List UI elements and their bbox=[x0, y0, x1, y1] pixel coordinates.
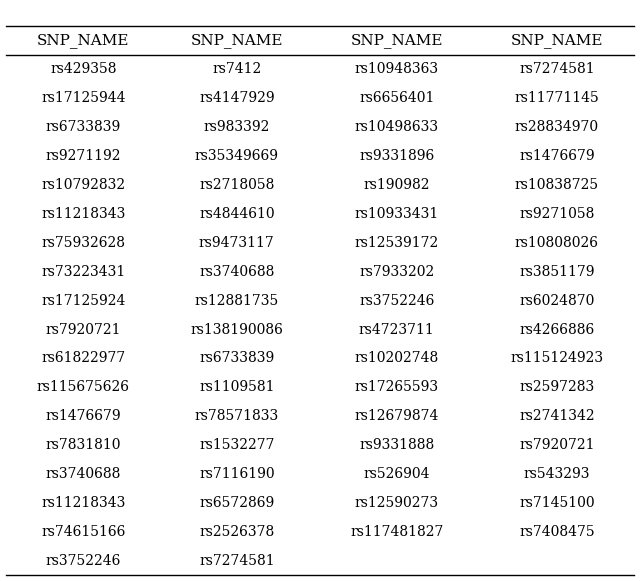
Text: rs10948363: rs10948363 bbox=[355, 63, 439, 77]
Text: rs10202748: rs10202748 bbox=[355, 352, 439, 365]
Text: rs9271192: rs9271192 bbox=[45, 149, 121, 163]
Text: rs11218343: rs11218343 bbox=[41, 207, 125, 221]
Text: rs983392: rs983392 bbox=[204, 120, 270, 134]
Text: rs11771145: rs11771145 bbox=[515, 91, 599, 105]
Text: rs7412: rs7412 bbox=[212, 63, 261, 77]
Text: SNP_NAME: SNP_NAME bbox=[351, 33, 443, 48]
Text: rs35349669: rs35349669 bbox=[195, 149, 279, 163]
Text: rs11218343: rs11218343 bbox=[41, 496, 125, 510]
Text: rs117481827: rs117481827 bbox=[350, 525, 444, 539]
Text: rs190982: rs190982 bbox=[364, 178, 430, 192]
Text: rs3740688: rs3740688 bbox=[45, 467, 121, 481]
Text: rs75932628: rs75932628 bbox=[41, 236, 125, 250]
Text: rs429358: rs429358 bbox=[50, 63, 116, 77]
Text: rs61822977: rs61822977 bbox=[41, 352, 125, 365]
Text: rs1476679: rs1476679 bbox=[45, 409, 121, 423]
Text: rs9271058: rs9271058 bbox=[519, 207, 595, 221]
Text: rs7920721: rs7920721 bbox=[519, 438, 595, 452]
Text: rs12539172: rs12539172 bbox=[355, 236, 439, 250]
Text: rs10498633: rs10498633 bbox=[355, 120, 439, 134]
Text: rs3851179: rs3851179 bbox=[519, 265, 595, 279]
Text: rs1476679: rs1476679 bbox=[519, 149, 595, 163]
Text: rs1532277: rs1532277 bbox=[199, 438, 275, 452]
Text: rs2597283: rs2597283 bbox=[519, 381, 595, 394]
Text: rs78571833: rs78571833 bbox=[195, 409, 279, 423]
Text: rs7274581: rs7274581 bbox=[519, 63, 595, 77]
Text: rs74615166: rs74615166 bbox=[41, 525, 125, 539]
Text: rs2741342: rs2741342 bbox=[519, 409, 595, 423]
Text: rs7116190: rs7116190 bbox=[199, 467, 275, 481]
Text: rs1109581: rs1109581 bbox=[199, 381, 275, 394]
Text: rs7920721: rs7920721 bbox=[45, 322, 121, 336]
Text: rs115124923: rs115124923 bbox=[510, 352, 604, 365]
Text: rs3740688: rs3740688 bbox=[199, 265, 275, 279]
Text: SNP_NAME: SNP_NAME bbox=[191, 33, 283, 48]
Text: rs7274581: rs7274581 bbox=[199, 554, 275, 568]
Text: rs12881735: rs12881735 bbox=[195, 293, 279, 308]
Text: rs10933431: rs10933431 bbox=[355, 207, 439, 221]
Text: rs17125944: rs17125944 bbox=[41, 91, 125, 105]
Text: rs10838725: rs10838725 bbox=[515, 178, 599, 192]
Text: rs7831810: rs7831810 bbox=[45, 438, 121, 452]
Text: rs2526378: rs2526378 bbox=[199, 525, 275, 539]
Text: rs4844610: rs4844610 bbox=[199, 207, 275, 221]
Text: rs9473117: rs9473117 bbox=[199, 236, 275, 250]
Text: rs526904: rs526904 bbox=[364, 467, 430, 481]
Text: rs17265593: rs17265593 bbox=[355, 381, 439, 394]
Text: SNP_NAME: SNP_NAME bbox=[37, 33, 129, 48]
Text: rs3752246: rs3752246 bbox=[359, 293, 435, 308]
Text: rs17125924: rs17125924 bbox=[41, 293, 125, 308]
Text: rs28834970: rs28834970 bbox=[515, 120, 599, 134]
Text: rs6733839: rs6733839 bbox=[199, 352, 275, 365]
Text: rs12679874: rs12679874 bbox=[355, 409, 439, 423]
Text: rs6024870: rs6024870 bbox=[519, 293, 595, 308]
Text: SNP_NAME: SNP_NAME bbox=[511, 33, 603, 48]
Text: rs4266886: rs4266886 bbox=[519, 322, 595, 336]
Text: rs4147929: rs4147929 bbox=[199, 91, 275, 105]
Text: rs543293: rs543293 bbox=[524, 467, 590, 481]
Text: rs3752246: rs3752246 bbox=[45, 554, 121, 568]
Text: rs6572869: rs6572869 bbox=[199, 496, 275, 510]
Text: rs73223431: rs73223431 bbox=[41, 265, 125, 279]
Text: rs9331888: rs9331888 bbox=[359, 438, 435, 452]
Text: rs6733839: rs6733839 bbox=[45, 120, 121, 134]
Text: rs12590273: rs12590273 bbox=[355, 496, 439, 510]
Text: rs7933202: rs7933202 bbox=[359, 265, 435, 279]
Text: rs10792832: rs10792832 bbox=[41, 178, 125, 192]
Text: rs4723711: rs4723711 bbox=[359, 322, 435, 336]
Text: rs9331896: rs9331896 bbox=[359, 149, 435, 163]
Text: rs7145100: rs7145100 bbox=[519, 496, 595, 510]
Text: rs7408475: rs7408475 bbox=[519, 525, 595, 539]
Text: rs115675626: rs115675626 bbox=[36, 381, 130, 394]
Text: rs6656401: rs6656401 bbox=[359, 91, 435, 105]
Text: rs10808026: rs10808026 bbox=[515, 236, 599, 250]
Text: rs138190086: rs138190086 bbox=[190, 322, 284, 336]
Text: rs2718058: rs2718058 bbox=[199, 178, 275, 192]
